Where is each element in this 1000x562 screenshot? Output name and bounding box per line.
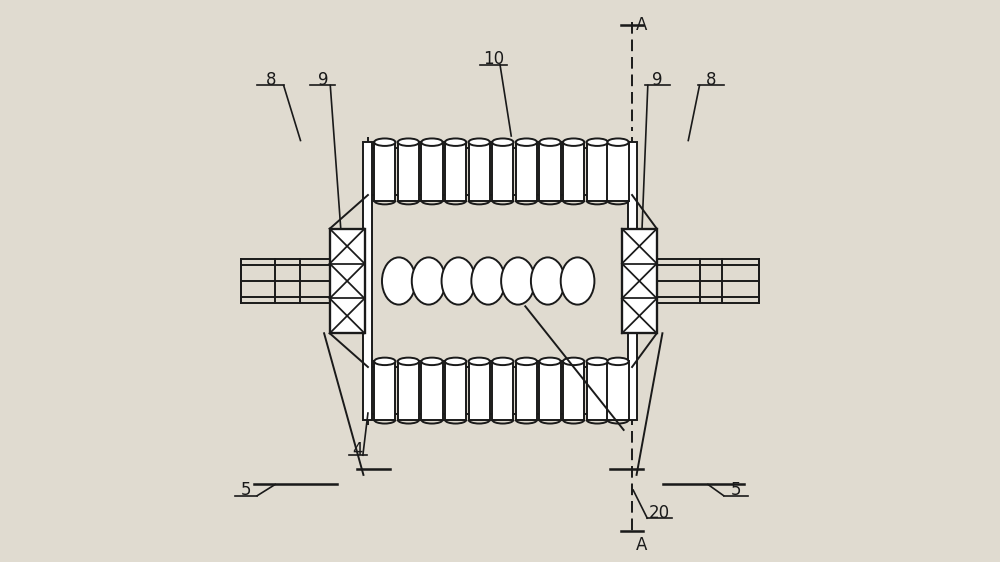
- Bar: [539, 142, 561, 201]
- Text: 20: 20: [648, 504, 670, 522]
- Text: 5: 5: [241, 481, 251, 499]
- Ellipse shape: [412, 257, 445, 305]
- Ellipse shape: [539, 138, 561, 146]
- Bar: [469, 142, 490, 201]
- Ellipse shape: [531, 257, 565, 305]
- Text: 9: 9: [652, 71, 663, 89]
- Text: 8: 8: [706, 71, 716, 89]
- Bar: [398, 361, 419, 420]
- Bar: [563, 361, 584, 420]
- Bar: [492, 361, 513, 420]
- Bar: [587, 142, 608, 201]
- Bar: [628, 142, 637, 420]
- Bar: [563, 142, 584, 201]
- Bar: [469, 361, 490, 420]
- Ellipse shape: [516, 357, 537, 365]
- Ellipse shape: [382, 257, 416, 305]
- Bar: [492, 142, 513, 201]
- Bar: [622, 229, 657, 333]
- Ellipse shape: [398, 357, 419, 365]
- Bar: [516, 361, 537, 420]
- Bar: [539, 361, 561, 420]
- Bar: [516, 142, 537, 201]
- Bar: [398, 142, 419, 201]
- Ellipse shape: [561, 257, 594, 305]
- Bar: [330, 229, 365, 333]
- Ellipse shape: [492, 357, 513, 365]
- Bar: [421, 142, 443, 201]
- Text: 4: 4: [353, 441, 363, 459]
- Text: 8: 8: [266, 71, 277, 89]
- Text: 10: 10: [483, 50, 504, 68]
- Ellipse shape: [469, 357, 490, 365]
- Bar: [607, 361, 629, 420]
- Ellipse shape: [607, 357, 629, 365]
- Ellipse shape: [471, 257, 505, 305]
- Ellipse shape: [421, 357, 443, 365]
- Ellipse shape: [587, 357, 608, 365]
- Ellipse shape: [516, 138, 537, 146]
- Ellipse shape: [492, 138, 513, 146]
- Ellipse shape: [539, 357, 561, 365]
- Bar: [374, 142, 395, 201]
- Bar: [421, 361, 443, 420]
- Text: 5: 5: [731, 481, 741, 499]
- Ellipse shape: [607, 138, 629, 146]
- Ellipse shape: [374, 138, 395, 146]
- Bar: [587, 361, 608, 420]
- Ellipse shape: [398, 138, 419, 146]
- Ellipse shape: [501, 257, 535, 305]
- Ellipse shape: [374, 357, 395, 365]
- Bar: [607, 142, 629, 201]
- Ellipse shape: [469, 138, 490, 146]
- Bar: [445, 361, 466, 420]
- Bar: [374, 361, 395, 420]
- Ellipse shape: [563, 138, 584, 146]
- Bar: [445, 142, 466, 201]
- Text: A: A: [636, 536, 647, 554]
- Text: A: A: [636, 16, 647, 34]
- Ellipse shape: [445, 138, 466, 146]
- Ellipse shape: [421, 138, 443, 146]
- Ellipse shape: [563, 357, 584, 365]
- Ellipse shape: [442, 257, 475, 305]
- Text: 9: 9: [318, 71, 328, 89]
- Ellipse shape: [445, 357, 466, 365]
- Ellipse shape: [587, 138, 608, 146]
- Bar: [363, 142, 372, 420]
